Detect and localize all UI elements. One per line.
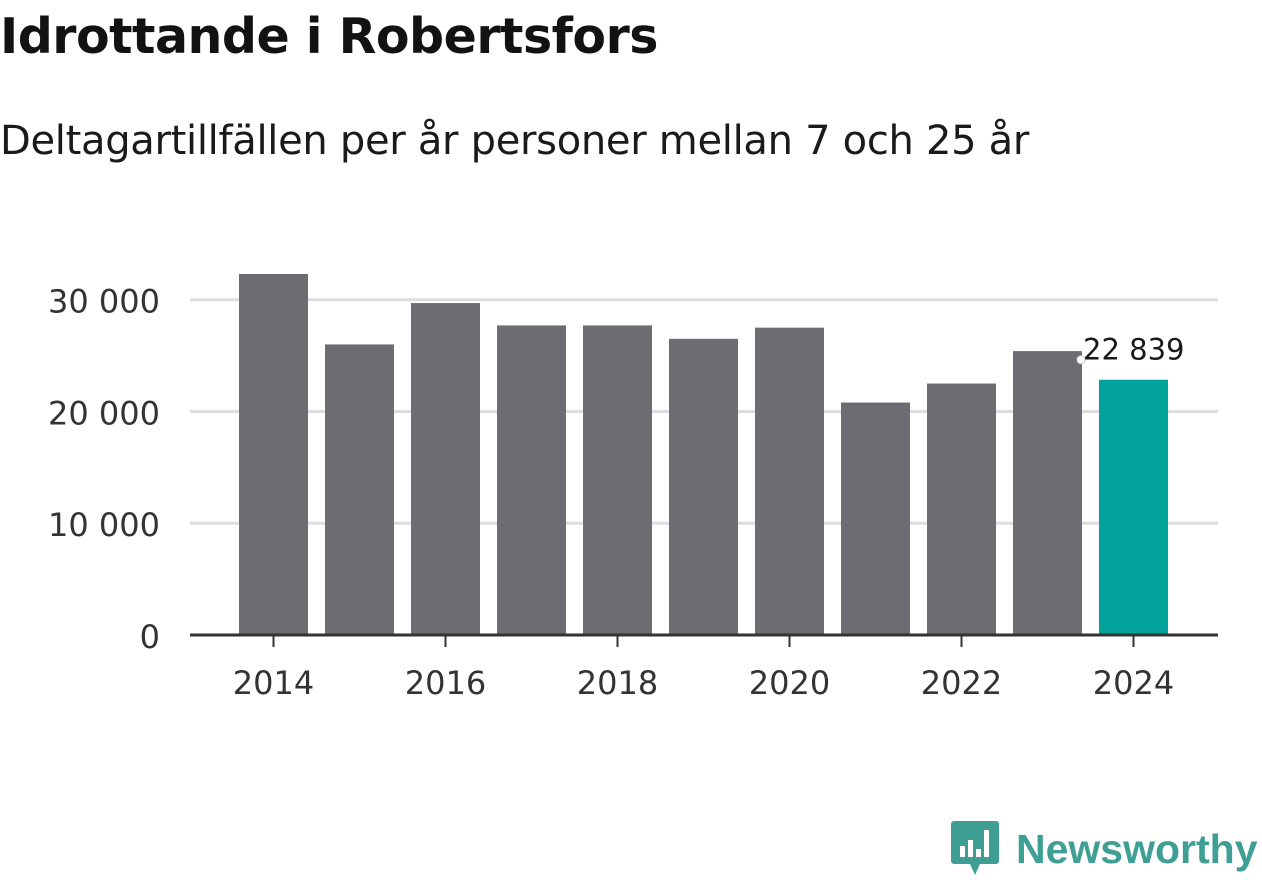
bar bbox=[411, 303, 480, 635]
chart-subtitle: Deltagartillfällen per år personer mella… bbox=[0, 118, 1030, 164]
x-tick-label: 2024 bbox=[1093, 664, 1174, 702]
y-axis-tick-labels: 0 10 000 20 000 30 000 bbox=[48, 283, 160, 656]
y-tick-label: 0 bbox=[140, 618, 160, 656]
x-tick-label: 2016 bbox=[405, 664, 486, 702]
x-tick-label: 2020 bbox=[749, 664, 830, 702]
bar bbox=[841, 402, 910, 635]
annotations: 22 839 bbox=[1076, 333, 1184, 367]
bar bbox=[239, 274, 308, 635]
bars bbox=[239, 274, 1168, 635]
x-axis-tick-labels: 2014 2016 2018 2020 2022 2024 bbox=[233, 664, 1174, 702]
chart-title: Idrottande i Robertsfors bbox=[0, 8, 658, 65]
y-tick-label: 10 000 bbox=[48, 506, 160, 544]
bar bbox=[325, 344, 394, 635]
y-tick-label: 20 000 bbox=[48, 394, 160, 432]
y-tick-label: 30 000 bbox=[48, 283, 160, 321]
x-tick-label: 2022 bbox=[921, 664, 1002, 702]
newsworthy-logo-text: Newsworthy bbox=[1016, 825, 1258, 872]
bar-highlight bbox=[1099, 379, 1168, 635]
newsworthy-logo-icon bbox=[951, 821, 999, 875]
bar bbox=[755, 327, 824, 635]
x-tick-label: 2018 bbox=[577, 664, 658, 702]
newsworthy-logo: Newsworthy bbox=[950, 818, 1258, 880]
bar bbox=[927, 383, 996, 635]
bar bbox=[669, 338, 738, 635]
bar bbox=[583, 325, 652, 635]
x-axis bbox=[190, 633, 1218, 647]
bar bbox=[1013, 351, 1082, 635]
x-tick-label: 2014 bbox=[233, 664, 314, 702]
bar bbox=[497, 325, 566, 635]
annotation-marker bbox=[1076, 355, 1086, 365]
highlight-value-label: 22 839 bbox=[1083, 333, 1184, 367]
